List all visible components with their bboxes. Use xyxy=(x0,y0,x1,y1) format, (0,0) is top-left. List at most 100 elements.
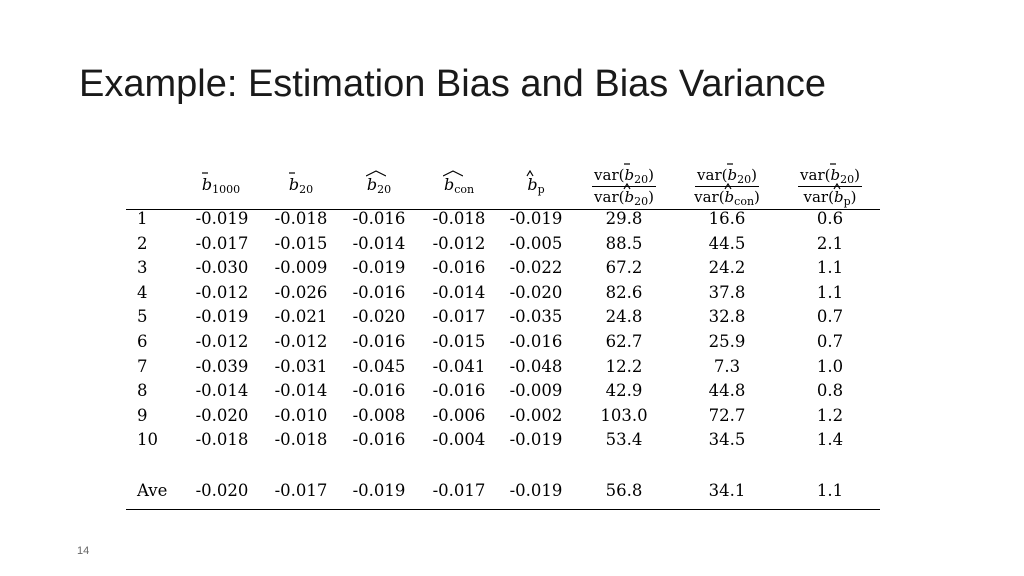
table-cell: -0.016 xyxy=(432,258,486,278)
table-cell: 25.9 xyxy=(708,332,746,351)
row-label: 5 xyxy=(137,307,148,327)
table-cell: -0.018 xyxy=(195,430,249,450)
table-cell: -0.026 xyxy=(274,282,328,302)
table-cell: 103.0 xyxy=(600,405,648,425)
table-cell: -0.012 xyxy=(195,332,249,351)
table-row: 2 -0.017 -0.015 -0.014 -0.012 -0.005 88.5 44.5 2… xyxy=(0,232,1024,256)
table-row: 9 -0.020 -0.010 -0.008 -0.006 -0.002 103.0 72.7… xyxy=(0,404,1024,428)
table-cell: -0.009 xyxy=(509,381,563,401)
table-cell: -0.020 xyxy=(195,405,249,425)
bar-accent xyxy=(288,172,295,174)
table-cell: -0.012 xyxy=(195,282,249,302)
table-cell: -0.014 xyxy=(195,381,249,401)
bar-accent xyxy=(201,172,208,174)
row-label: 2 xyxy=(137,233,148,253)
table-cell: -0.041 xyxy=(432,356,486,376)
table-cell: 53.4 xyxy=(605,430,643,450)
row-label: 4 xyxy=(137,282,148,302)
table-cell: 32.8 xyxy=(708,307,746,327)
table-cell: 0.6 xyxy=(816,209,844,228)
table-cell: -0.020 xyxy=(195,481,249,500)
header-b20: b20 xyxy=(269,158,333,214)
table-cell: -0.017 xyxy=(195,233,249,253)
table-cell: 67.2 xyxy=(605,258,643,278)
table-cell: -0.045 xyxy=(352,356,406,376)
table-cell: -0.018 xyxy=(274,430,328,450)
table-cell: 7.3 xyxy=(713,356,741,376)
table-cell: 12.2 xyxy=(605,356,643,376)
table-cell: 16.6 xyxy=(708,209,746,228)
table-cell: -0.016 xyxy=(432,381,486,401)
table-cell: -0.008 xyxy=(352,405,406,425)
table-cell: -0.022 xyxy=(509,258,563,278)
table-cell: -0.012 xyxy=(274,332,328,351)
table-cell: -0.009 xyxy=(274,258,328,278)
table-cell: 42.9 xyxy=(605,381,643,401)
table-cell: 24.2 xyxy=(708,258,746,278)
slide-title: Example: Estimation Bias and Bias Varian… xyxy=(79,63,826,105)
table-cell: -0.030 xyxy=(195,258,249,278)
table-cell: 1.1 xyxy=(816,481,844,500)
table-cell: 44.8 xyxy=(708,381,746,401)
row-label: Ave xyxy=(137,481,168,500)
row-label: 3 xyxy=(137,258,148,278)
header-bp: bp xyxy=(506,158,566,214)
table-cell: -0.016 xyxy=(352,282,406,302)
header-ratio-b20-bp: var(b20) var(bp) xyxy=(786,158,874,214)
table-cell: -0.019 xyxy=(195,307,249,327)
hat-accent xyxy=(442,170,463,177)
row-label: 7 xyxy=(137,356,148,376)
table-cell: -0.018 xyxy=(274,209,328,228)
table-cell: 37.8 xyxy=(708,282,746,302)
table-cell: -0.039 xyxy=(195,356,249,376)
table-cell: 1.0 xyxy=(816,356,844,376)
table-cell: -0.016 xyxy=(352,430,406,450)
table-cell: -0.014 xyxy=(352,233,406,253)
table-cell: 72.7 xyxy=(708,405,746,425)
table-row: 3 -0.030 -0.009 -0.019 -0.016 -0.022 67.2 24.2 1… xyxy=(0,256,1024,280)
table-cell: -0.015 xyxy=(274,233,328,253)
table-cell: -0.035 xyxy=(509,307,563,327)
table-cell: 24.8 xyxy=(605,307,643,327)
header-b1000: b1000 xyxy=(186,158,256,214)
table-cell: -0.010 xyxy=(274,405,328,425)
table-row: 8 -0.014 -0.014 -0.016 -0.016 -0.009 42.9 44.8 0… xyxy=(0,379,1024,403)
table-cell: -0.019 xyxy=(352,481,406,500)
table-cell: -0.014 xyxy=(432,282,486,302)
table-cell: -0.014 xyxy=(274,381,328,401)
hat-accent xyxy=(833,182,841,189)
table-cell: -0.019 xyxy=(352,258,406,278)
table-cell: 56.8 xyxy=(605,481,643,500)
header-ratio-b20-b20hat: var(b20) var(b20) xyxy=(578,158,670,214)
header-ratio-b20-bcon: var(b20) var(bcon) xyxy=(680,158,774,214)
table-cell: -0.019 xyxy=(509,481,563,500)
table-cell: 1.4 xyxy=(816,430,844,450)
table-cell: 2.1 xyxy=(816,233,844,253)
table-cell: -0.019 xyxy=(509,430,563,450)
slide-number: 14 xyxy=(77,545,90,557)
header-bcon: bcon xyxy=(424,158,494,214)
table-cell: 1.1 xyxy=(816,258,844,278)
table-cell: -0.017 xyxy=(432,307,486,327)
table-cell: -0.020 xyxy=(352,307,406,327)
table-cell: -0.019 xyxy=(195,209,249,228)
table-cell: 29.8 xyxy=(605,209,643,228)
table-cell: 0.8 xyxy=(816,381,844,401)
bar-accent xyxy=(727,162,734,165)
table-cell: 1.2 xyxy=(816,405,844,425)
table-row-average: Ave -0.020 -0.017 -0.019 -0.017 -0.019 56.8 34.… xyxy=(0,479,1024,503)
hat-accent xyxy=(623,182,631,189)
table-cell: 88.5 xyxy=(605,233,643,253)
hat-accent xyxy=(526,170,534,177)
table-cell: -0.012 xyxy=(432,233,486,253)
table-row: 4 -0.012 -0.026 -0.016 -0.014 -0.020 82.6 37.8 1… xyxy=(0,281,1024,305)
table-cell: 0.7 xyxy=(816,307,844,327)
table-bottom-rule xyxy=(126,509,880,510)
header-b20-hat: b20 xyxy=(347,158,411,214)
table-cell: -0.015 xyxy=(432,332,486,351)
table-cell: -0.016 xyxy=(509,332,563,351)
table-cell: -0.016 xyxy=(352,381,406,401)
table-row: 5 -0.019 -0.021 -0.020 -0.017 -0.035 24.8 32.8 0… xyxy=(0,305,1024,329)
bar-accent xyxy=(624,162,631,165)
